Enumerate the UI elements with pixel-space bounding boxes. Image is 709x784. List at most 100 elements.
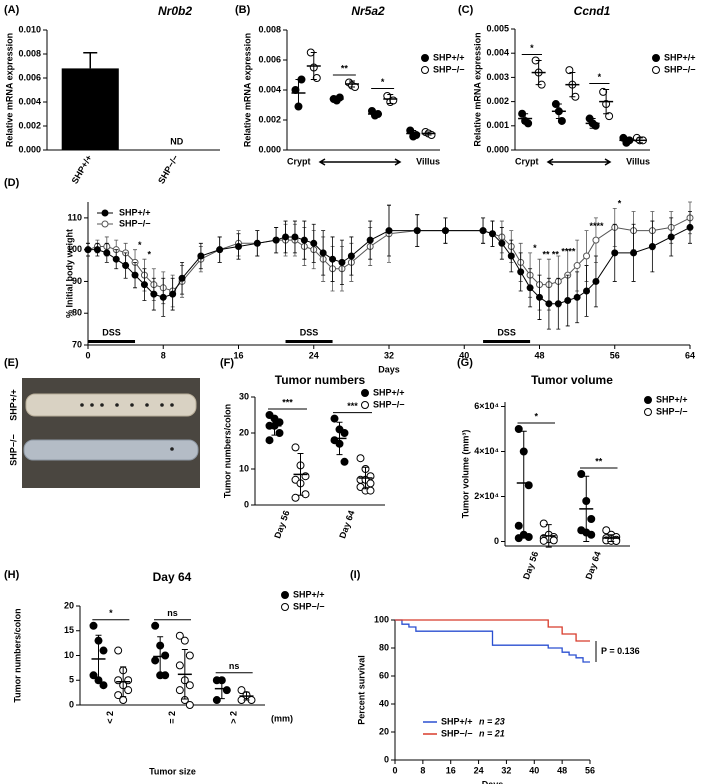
y-axis-label: Relative mRNA expression bbox=[472, 32, 482, 146]
data-point bbox=[498, 239, 506, 247]
y-tick-label: 110 bbox=[67, 212, 82, 222]
legend-label: SHP−/− bbox=[441, 728, 473, 738]
tumor-spot bbox=[170, 403, 174, 407]
data-point bbox=[526, 284, 534, 292]
colon-upper bbox=[25, 393, 197, 417]
data-point bbox=[389, 96, 398, 105]
data-point bbox=[536, 293, 543, 301]
legend-marker bbox=[361, 401, 369, 409]
y-tick-label: 4×10⁴ bbox=[474, 446, 499, 456]
data-point bbox=[385, 227, 393, 235]
panel-label: (F) bbox=[220, 357, 234, 369]
data-point bbox=[539, 519, 548, 528]
data-point bbox=[291, 443, 300, 452]
legend-label: SHP+/+ bbox=[293, 589, 325, 599]
panel-label: (B) bbox=[235, 4, 251, 16]
data-point bbox=[222, 686, 231, 695]
data-point bbox=[366, 236, 374, 244]
chart-title: Day 64 bbox=[153, 570, 192, 584]
data-point bbox=[573, 293, 581, 301]
y-tick-label: 0.006 bbox=[18, 72, 41, 82]
data-point bbox=[587, 530, 596, 539]
data-point bbox=[488, 230, 496, 238]
data-point bbox=[185, 701, 194, 709]
legend-label: SHP−/− bbox=[664, 64, 696, 74]
data-point bbox=[577, 470, 586, 478]
x-tick-label: 40 bbox=[459, 350, 469, 360]
legend-marker bbox=[361, 389, 369, 397]
y-tick-label: 100 bbox=[374, 614, 389, 624]
significance-label: ns bbox=[229, 661, 240, 671]
x-axis-label: Days bbox=[482, 779, 504, 784]
data-point bbox=[507, 252, 515, 260]
panel-label: (C) bbox=[458, 4, 474, 16]
chart-title: Tumor volume bbox=[531, 373, 613, 387]
significance-label: ** bbox=[552, 250, 560, 260]
data-point bbox=[89, 621, 98, 630]
data-point bbox=[611, 249, 619, 257]
y-tick-label: 6×10⁴ bbox=[474, 401, 499, 411]
data-point bbox=[330, 414, 339, 423]
significance-label: * bbox=[618, 199, 622, 209]
data-point bbox=[235, 242, 242, 250]
dss-label: DSS bbox=[102, 327, 121, 337]
y-tick-label: 0 bbox=[244, 499, 249, 509]
significance-label: * bbox=[138, 240, 142, 250]
y-axis-label: % Initial body weight bbox=[64, 229, 74, 318]
legend-label: SHP−/− bbox=[656, 406, 688, 416]
x-tick-label: 0 bbox=[85, 350, 90, 360]
significance-label: * bbox=[381, 77, 385, 87]
y-axis-label: Relative mRNA expression bbox=[242, 33, 252, 147]
significance-label: * bbox=[530, 43, 534, 53]
y-tick-label: 0.002 bbox=[486, 96, 509, 106]
y-tick-label: 40 bbox=[379, 698, 389, 708]
y-tick-label: 20 bbox=[64, 600, 74, 610]
data-point bbox=[310, 239, 318, 247]
data-point bbox=[216, 246, 224, 254]
data-point bbox=[667, 233, 675, 241]
data-point bbox=[114, 691, 123, 700]
data-point bbox=[180, 636, 189, 645]
y-tick-label: 0.002 bbox=[18, 120, 41, 130]
legend-marker bbox=[652, 66, 660, 74]
legend-marker bbox=[101, 220, 109, 228]
y-tick-label: 2×10⁴ bbox=[474, 491, 499, 501]
data-point bbox=[151, 656, 160, 665]
x-tick-label: 8 bbox=[161, 350, 166, 360]
dss-label: DSS bbox=[497, 327, 516, 337]
data-point bbox=[114, 646, 123, 655]
unit-label: (mm) bbox=[271, 713, 293, 723]
legend-label: SHP−/− bbox=[373, 399, 405, 409]
data-point bbox=[549, 536, 558, 545]
data-point bbox=[583, 287, 591, 295]
tumor-spot bbox=[100, 403, 104, 407]
data-point bbox=[150, 290, 158, 298]
significance-label: * bbox=[147, 250, 151, 260]
error-bar bbox=[83, 52, 98, 69]
data-point bbox=[119, 696, 128, 705]
data-point bbox=[564, 297, 572, 305]
y-tick-label: 0 bbox=[384, 754, 389, 764]
data-point bbox=[573, 262, 581, 270]
data-point bbox=[212, 696, 221, 705]
data-point bbox=[545, 300, 553, 308]
legend-label: SHP−/− bbox=[293, 601, 325, 611]
data-point bbox=[122, 262, 130, 270]
axis-arrow bbox=[546, 158, 612, 166]
x-tick-label: Day 56 bbox=[272, 509, 291, 540]
significance-label: ** bbox=[595, 456, 603, 466]
data-point bbox=[479, 227, 487, 235]
data-point bbox=[565, 66, 574, 75]
data-point bbox=[340, 457, 349, 466]
y-axis-label: Tumor numbers/colon bbox=[12, 608, 22, 702]
y-tick-label: 10 bbox=[239, 463, 249, 473]
x-tick-label: 16 bbox=[233, 350, 243, 360]
row-label: SHP+/+ bbox=[8, 389, 18, 421]
y-tick-label: 0.005 bbox=[486, 23, 509, 33]
x-tick-label: 40 bbox=[529, 765, 539, 775]
legend-marker bbox=[281, 591, 289, 599]
y-tick-label: 20 bbox=[379, 726, 389, 736]
data-point bbox=[557, 116, 566, 125]
data-point bbox=[554, 300, 562, 308]
